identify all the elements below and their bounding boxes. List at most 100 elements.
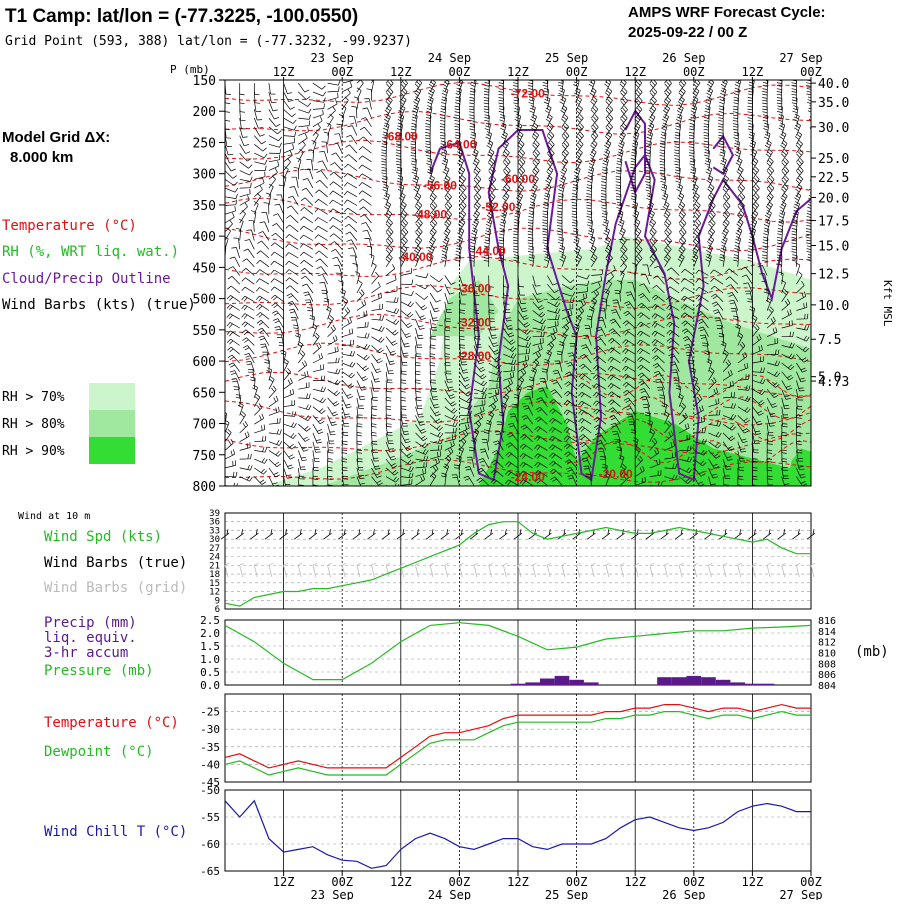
wind-barb [651, 304, 665, 311]
wind-barb [576, 314, 582, 329]
wind-barb [225, 227, 231, 241]
wind-barb [503, 352, 517, 359]
wind-barb [576, 140, 584, 154]
precip-liq-label: liq. equiv. [44, 630, 137, 646]
wind-barb [722, 184, 730, 198]
wind-barb [488, 184, 496, 198]
wind-barb [649, 245, 658, 259]
wind-barb [781, 406, 789, 418]
wind-barb [298, 350, 306, 364]
wind-barb [624, 405, 636, 416]
wind-barb [252, 384, 258, 399]
true-wind-barb [235, 529, 244, 540]
wind-barb [557, 219, 563, 232]
grid-wind-barb [429, 562, 435, 578]
wind-barb [593, 355, 607, 364]
wind-barb [254, 159, 268, 165]
wind-barb [796, 80, 797, 84]
wind-barb [429, 310, 439, 322]
wind-barb [283, 91, 294, 102]
true-wind-barb [308, 529, 318, 540]
wind-barb [395, 140, 402, 154]
wind-barb [440, 96, 448, 110]
wind-barb [411, 157, 417, 171]
wind-barb [679, 467, 693, 474]
wind-barb [618, 454, 625, 469]
wind-barb [752, 334, 762, 346]
wind-barb [519, 461, 533, 469]
wind-barb [283, 422, 297, 428]
wind-barb [371, 362, 382, 374]
wind-barb [469, 105, 475, 119]
top-hour-label: 12Z [742, 65, 764, 79]
wind-barb [542, 210, 549, 224]
wind-barb [473, 393, 487, 400]
wind-barb [610, 422, 621, 434]
wind-barb [483, 254, 490, 267]
wind-barb [634, 80, 643, 93]
top-hour-label: 12Z [273, 65, 295, 79]
wind-barb [459, 410, 472, 417]
wind-barb [444, 455, 452, 469]
pressure-tick-label: 804 [818, 681, 836, 692]
wind-barb [634, 446, 641, 460]
wind-barb [384, 201, 392, 215]
wind-barb [270, 278, 284, 285]
wind-barb [708, 458, 720, 469]
wind-barb [371, 262, 377, 276]
wind-barb [459, 371, 470, 382]
wind-barb [793, 113, 800, 127]
wind-barb [532, 358, 540, 372]
wind-barb [766, 485, 768, 486]
wind-barb [566, 361, 577, 372]
wind-barb [751, 314, 758, 329]
wind-barb [502, 148, 510, 162]
wind-barb [429, 283, 443, 293]
wind-barb [796, 313, 809, 320]
wind-barb [385, 432, 394, 444]
wind-barb [385, 236, 394, 250]
wind-barb [312, 342, 322, 355]
wind-barb [298, 415, 312, 422]
wind-barb [793, 201, 800, 215]
wind-barb [261, 211, 270, 224]
wind-barb [254, 424, 266, 434]
temperature-contour-label: -48.00 [413, 208, 447, 222]
wind-barb [747, 254, 753, 267]
wind-barb [689, 157, 696, 171]
grid-wind-barb [605, 562, 611, 578]
wind-barb [617, 210, 624, 224]
wind-barb [459, 301, 465, 314]
grid-wind-barb [488, 562, 493, 578]
wind-barbs-true-label: Wind Barbs (true) [44, 555, 187, 571]
wind-barb [440, 253, 448, 267]
wind-barb [254, 457, 268, 464]
wind-barb [649, 448, 660, 460]
wind-barb [695, 269, 709, 276]
wind-barb [356, 280, 363, 294]
wind-barb [507, 422, 519, 434]
wind-barb [677, 201, 686, 215]
wind-barb [356, 343, 370, 350]
wind-barb [399, 253, 407, 267]
grid-wind-barb [371, 562, 376, 578]
wind-barb [371, 441, 379, 454]
wind-barb [429, 219, 438, 233]
wind-barb [587, 166, 595, 180]
bottom-date-label: 23 Sep [311, 888, 354, 900]
wind-barb [752, 441, 759, 454]
wind-barb [706, 358, 713, 372]
wind-barb [576, 274, 590, 280]
wind-barb [696, 311, 709, 320]
wind-barb [532, 301, 545, 311]
wind-barb [547, 283, 559, 294]
precip-bar [686, 675, 702, 685]
wind-barb [513, 105, 520, 119]
wind-barb [662, 113, 669, 127]
wind-barb [592, 374, 607, 381]
wind-barb [719, 244, 727, 259]
wind-barb [578, 434, 592, 442]
true-wind-barb [367, 529, 376, 540]
wind-barb [637, 356, 650, 364]
wind-barb [299, 251, 314, 259]
